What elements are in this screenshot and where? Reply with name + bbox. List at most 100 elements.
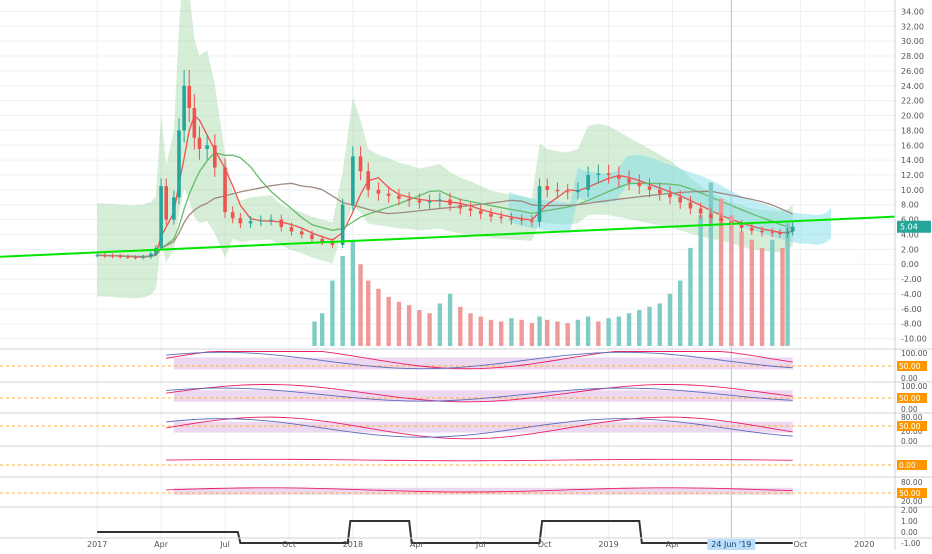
- panel-marker-badge: [897, 361, 927, 371]
- candle-body: [340, 204, 345, 245]
- volume-bar: [358, 264, 363, 346]
- price-tick-label: -4.00: [901, 290, 922, 299]
- price-tick-label: 8.00: [901, 201, 919, 210]
- candle-body: [586, 175, 590, 190]
- volume-bar: [698, 215, 703, 346]
- volume-bar: [447, 293, 453, 346]
- price-tick-label: 28.00: [901, 52, 924, 61]
- time-highlight-label: 24 Jun '19: [711, 540, 751, 549]
- candle-body: [141, 256, 145, 258]
- candle-body: [790, 226, 795, 232]
- candle-body: [545, 186, 550, 190]
- volume-bar: [545, 319, 550, 346]
- candle-body: [149, 253, 153, 257]
- candle-body: [192, 108, 197, 138]
- candle-body: [358, 156, 363, 172]
- panel-series-line: [166, 416, 793, 440]
- candle-body: [269, 219, 273, 221]
- volume-bar: [499, 321, 504, 346]
- candle-body: [407, 198, 411, 201]
- volume-bar: [637, 310, 642, 346]
- panel-marker-label: 0.00: [899, 461, 916, 470]
- candle-body: [248, 221, 253, 224]
- volume-bar: [437, 303, 443, 346]
- candle-body: [576, 189, 580, 193]
- volume-bar: [519, 319, 524, 346]
- candle-body: [537, 186, 542, 222]
- candle-body: [448, 199, 452, 205]
- panel-tick-label: 0.00: [901, 374, 918, 383]
- panel-marker-badge: [897, 460, 927, 470]
- last-price-badge: [897, 220, 931, 233]
- panel-band: [173, 487, 793, 495]
- candle-body: [182, 85, 186, 131]
- price-tick-label: 32.00: [901, 22, 924, 31]
- time-tick-label: Apr: [410, 540, 425, 549]
- volume-bar: [606, 318, 611, 346]
- candle-body: [159, 186, 163, 248]
- candle-body: [397, 195, 401, 199]
- candle-body: [770, 232, 775, 234]
- candle-body: [555, 189, 560, 192]
- candle-body: [719, 218, 723, 222]
- candle-body: [438, 199, 442, 202]
- volume-bar: [657, 303, 662, 346]
- candle-body: [565, 191, 570, 193]
- price-tick-label: -6.00: [901, 305, 922, 314]
- volume-bar: [626, 313, 632, 346]
- candle-body: [376, 189, 381, 194]
- candle-body: [223, 167, 227, 213]
- volume-bar: [537, 316, 542, 346]
- panel-series-line: [166, 387, 793, 402]
- time-tick-label: 2017: [87, 540, 107, 549]
- indicator-panel: 0.000.00: [0, 445, 932, 470]
- volume-bar: [320, 313, 325, 346]
- main-panel: [0, 0, 896, 540]
- candle-body: [468, 208, 473, 211]
- candle-body: [739, 224, 744, 228]
- candle-body: [427, 201, 432, 203]
- price-tick-label: -10.00: [901, 335, 927, 344]
- time-highlight-badge: [707, 539, 756, 550]
- candle-body: [330, 241, 335, 245]
- panel-tick-label: 100.00: [901, 349, 927, 358]
- volume-bar: [759, 247, 765, 346]
- volume-bar: [596, 321, 601, 346]
- price-tick-label: 2.00: [901, 245, 919, 254]
- candle-body: [126, 256, 130, 258]
- candle-body: [133, 257, 138, 259]
- candle-body: [458, 204, 463, 209]
- panel-series-line: [166, 418, 793, 438]
- price-tick-label: -8.00: [901, 320, 922, 329]
- candle-body: [478, 210, 483, 214]
- candle-body: [417, 200, 422, 203]
- volume-bar: [417, 310, 422, 346]
- candle-body: [617, 175, 621, 179]
- panel-tick-label: -1.00: [901, 539, 921, 548]
- panel-tick-label: 20.00: [901, 497, 923, 506]
- candle-body: [760, 230, 764, 233]
- panel-series-line: [166, 351, 793, 370]
- candle-body: [197, 137, 202, 149]
- candle-body: [351, 156, 355, 205]
- candle-body: [177, 130, 181, 198]
- time-tick-label: Jul: [475, 540, 486, 549]
- time-tick-label: Apr: [154, 540, 169, 549]
- state-line: [97, 520, 793, 544]
- time-tick-label: 2019: [598, 540, 618, 549]
- panel-series-line: [166, 384, 793, 403]
- volume-bar: [585, 316, 591, 346]
- panel-marker-badge: [897, 488, 927, 498]
- panel-marker-label: 50.00: [899, 394, 921, 403]
- price-tick-label: 20.00: [901, 112, 924, 121]
- volume-bar: [718, 198, 724, 346]
- price-tick-label: 14.00: [901, 156, 924, 165]
- candle-body: [259, 220, 263, 222]
- candle-body: [785, 231, 790, 234]
- time-tick-label: 2020: [854, 540, 874, 549]
- panel-series-line: [166, 487, 793, 493]
- volume-bar: [780, 247, 785, 346]
